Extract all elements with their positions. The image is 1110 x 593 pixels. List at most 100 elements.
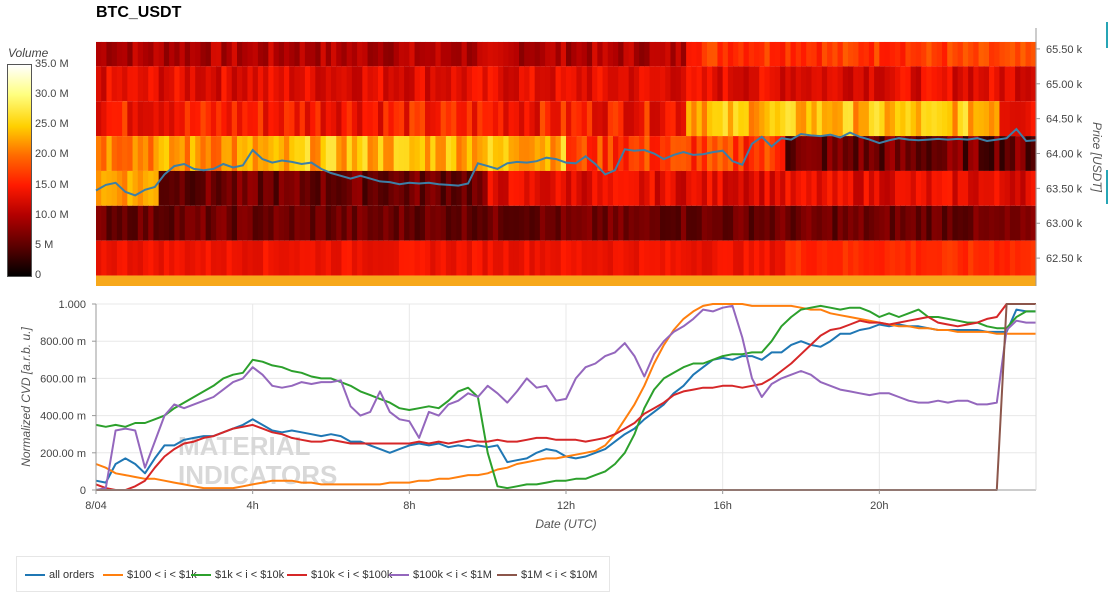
heatmap-cell [795,170,802,206]
heatmap-cell [257,136,264,171]
heatmap-cell [143,101,149,137]
legend-item[interactable]: $1M < i < $10M [497,569,597,581]
heatmap-cell [268,170,275,206]
heatmap-cell [748,66,755,102]
heatmap-cell [106,170,113,206]
heatmap-cell [633,101,640,137]
colorbar-label: Volume [8,46,49,60]
heatmap-cell [900,101,907,137]
legend-item[interactable]: all orders [25,569,94,581]
heatmap-cell [827,205,833,241]
heatmap-cell [597,41,604,67]
heatmap-cell [936,240,943,276]
heatmap-cell [827,66,833,102]
heatmap-cell [895,66,901,102]
heatmap-cell [425,205,431,241]
heatmap-cell [973,170,980,206]
heatmap-cell [952,101,959,137]
heatmap-cell [811,205,818,241]
heatmap-cell [863,170,870,206]
legend-item[interactable]: $100k < i < $1M [389,569,492,581]
heatmap-cell [425,170,431,206]
heatmap-cell [555,66,562,102]
heatmap-cell [586,41,593,67]
heatmap-cell [754,170,760,206]
legend-item[interactable]: $1k < i < $10k [191,569,284,581]
heatmap-cell [524,101,531,137]
heatmap-cell [816,41,823,67]
heatmap-cell [226,170,233,206]
heatmap-cell [482,136,489,171]
heatmap-cell [1009,170,1016,206]
heatmap-cell [498,240,504,276]
heatmap-cell [216,66,222,102]
heatmap-cell [216,205,222,241]
heatmap-cell [247,66,254,102]
heatmap-cell [231,66,238,102]
heatmap-cell [304,41,311,67]
heatmap-cell [607,240,614,276]
legend-item[interactable]: $100 < i < $1k [103,569,197,581]
heatmap-cell [769,240,776,276]
heatmap-cell [571,170,578,206]
heatmap-cell [957,136,964,171]
heatmap-cell [200,240,207,276]
heatmap-cell [696,205,703,241]
heatmap-cell [247,101,254,137]
heatmap-cell [1020,240,1027,276]
legend-item[interactable]: $10k < i < $100k [287,569,392,581]
heatmap-cell [163,66,170,102]
heatmap-cell [388,101,395,137]
heatmap-cell [931,205,938,241]
heatmap-cell [994,205,1001,241]
heatmap-cell [738,136,745,171]
heatmap-cell [639,136,645,171]
heatmap-cell [409,101,416,137]
scroll-marker-top[interactable] [1106,22,1108,48]
heatmap-cell [712,170,719,206]
heatmap-cell [331,66,337,102]
heatmap-cell [404,66,410,102]
heatmap-cell [278,240,285,276]
scroll-marker-mid[interactable] [1106,170,1108,204]
heatmap-cell [586,101,593,137]
heatmap-cell [733,101,739,137]
heatmap-cell [738,66,745,102]
heatmap-cell [942,205,948,241]
heatmap-cell [440,136,447,171]
heatmap-y-tick-label: 62.50 k [1046,253,1083,265]
heatmap-cell [430,205,437,241]
heatmap-cell [137,101,144,137]
heatmap-cell [268,41,275,67]
heatmap-cell [346,205,353,241]
heatmap-cell [915,41,922,67]
heatmap-cell [263,240,269,276]
heatmap-cell [827,101,833,137]
heatmap-cell [184,136,191,171]
heatmap-cell [821,66,828,102]
heatmap-cell [122,66,128,102]
heatmap-cell [487,205,494,241]
series-line-2 [95,304,1036,490]
heatmap-cell [299,170,306,206]
heatmap-cell [801,240,807,276]
heatmap-cell [445,205,452,241]
heatmap-cell [999,66,1006,102]
heatmap-cell [879,170,886,206]
heatmap-cell [910,41,917,67]
heatmap-cell [837,66,844,102]
heatmap-cell [221,136,228,171]
cvd-x-tick-label: 20h [870,500,888,512]
heatmap-cell [764,170,771,206]
heatmap-cell [320,41,327,67]
heatmap-cell [419,240,426,276]
heatmap-cell [263,170,269,206]
heatmap-cell [722,240,729,276]
heatmap-cell [848,240,854,276]
heatmap-cell [592,205,598,241]
heatmap-cell [607,205,614,241]
heatmap-cell [780,66,786,102]
heatmap-cell [278,66,285,102]
heatmap-cell [143,170,149,206]
heatmap-cell [315,170,322,206]
